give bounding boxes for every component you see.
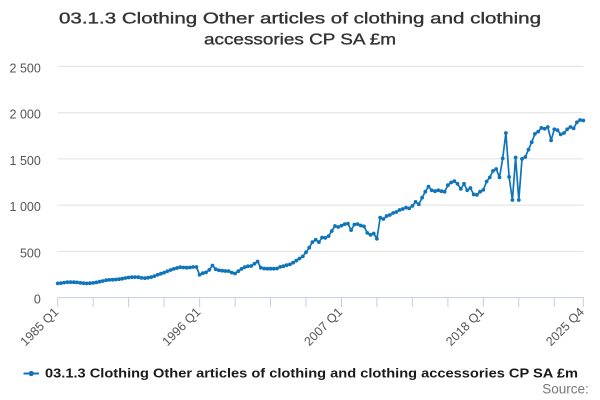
svg-text:1 500: 1 500 xyxy=(10,154,41,168)
svg-text:accessories CP SA £m: accessories CP SA £m xyxy=(204,32,396,49)
svg-text:03.1.3 Clothing Other articles: 03.1.3 Clothing Other articles of clothi… xyxy=(45,366,578,381)
svg-text:1 000: 1 000 xyxy=(10,200,41,214)
svg-text:2 500: 2 500 xyxy=(10,61,41,75)
svg-text:Source:: Source: xyxy=(542,382,589,397)
svg-text:2 000: 2 000 xyxy=(10,108,41,122)
svg-text:500: 500 xyxy=(20,246,41,260)
svg-text:03.1.3 Clothing Other articles: 03.1.3 Clothing Other articles of clothi… xyxy=(59,10,541,27)
svg-text:0: 0 xyxy=(34,293,41,307)
